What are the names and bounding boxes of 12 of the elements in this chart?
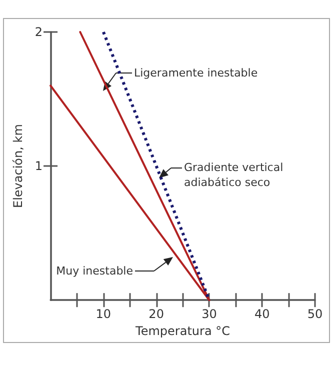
y-tick-label: 2: [34, 25, 43, 39]
x-tick-label: 20: [148, 307, 164, 322]
x-axis-title: Temperatura °C: [134, 324, 230, 338]
x-tick-label: 50: [307, 307, 323, 322]
annotation: Muy inestable: [56, 264, 134, 278]
y-axis-title: Elevación, km: [11, 124, 25, 208]
x-tick-label: 10: [96, 307, 112, 322]
annotation: Ligeramente inestable: [134, 66, 258, 80]
x-tick-label: 40: [254, 307, 270, 322]
annotation: Gradiente vertical adiabático seco: [184, 161, 284, 189]
y-tick-label: 1: [34, 159, 43, 174]
x-tick-label: 30: [202, 307, 217, 322]
